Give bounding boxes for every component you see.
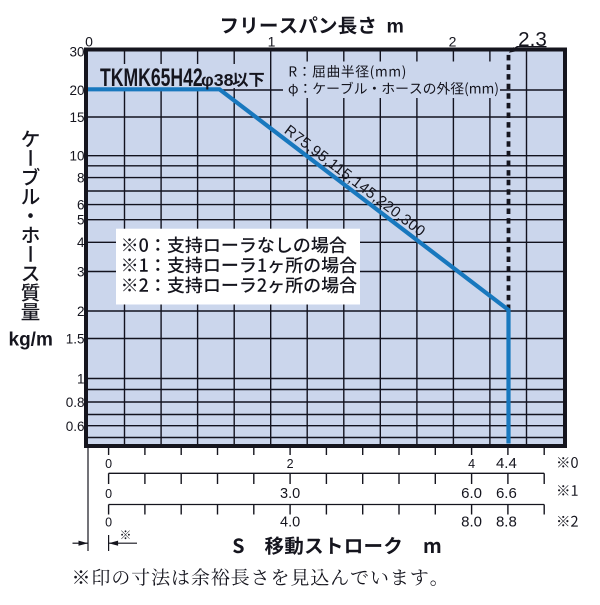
svg-text:3.0: 3.0 bbox=[280, 486, 300, 502]
svg-text:kg/m: kg/m bbox=[9, 329, 53, 350]
svg-text:2.3: 2.3 bbox=[518, 28, 547, 51]
svg-text:4.0: 4.0 bbox=[280, 515, 300, 531]
svg-text:1.5: 1.5 bbox=[66, 331, 85, 346]
svg-text:8: 8 bbox=[77, 171, 85, 186]
svg-text:10: 10 bbox=[69, 149, 84, 164]
svg-text:15: 15 bbox=[69, 110, 84, 125]
svg-text:6: 6 bbox=[77, 198, 85, 213]
svg-text:0: 0 bbox=[105, 457, 112, 471]
svg-text:0.6: 0.6 bbox=[66, 419, 85, 434]
svg-text:0: 0 bbox=[105, 487, 112, 501]
svg-text:1: 1 bbox=[268, 34, 276, 50]
svg-text:6.0: 6.0 bbox=[461, 485, 482, 502]
svg-text:m: m bbox=[387, 16, 404, 38]
svg-text:8.8: 8.8 bbox=[496, 514, 517, 531]
svg-text:4.4: 4.4 bbox=[496, 455, 517, 472]
svg-text:30: 30 bbox=[69, 44, 84, 59]
svg-text:6.6: 6.6 bbox=[496, 485, 517, 502]
svg-text:20: 20 bbox=[69, 83, 84, 98]
svg-text:5: 5 bbox=[77, 213, 85, 228]
svg-text:1: 1 bbox=[77, 371, 85, 386]
svg-text:2: 2 bbox=[449, 34, 457, 50]
svg-text:φ38: φ38 bbox=[201, 70, 234, 90]
svg-text:4: 4 bbox=[468, 457, 475, 471]
svg-text:2: 2 bbox=[77, 304, 85, 319]
svg-text:TKMK65H42: TKMK65H42 bbox=[100, 64, 203, 92]
svg-text:2: 2 bbox=[287, 457, 294, 471]
svg-text:0: 0 bbox=[105, 516, 112, 530]
svg-text:3: 3 bbox=[77, 264, 85, 279]
svg-text:0.8: 0.8 bbox=[66, 395, 85, 410]
svg-text:4: 4 bbox=[77, 235, 85, 250]
svg-text:0: 0 bbox=[85, 34, 93, 50]
svg-text:8.0: 8.0 bbox=[461, 514, 482, 531]
